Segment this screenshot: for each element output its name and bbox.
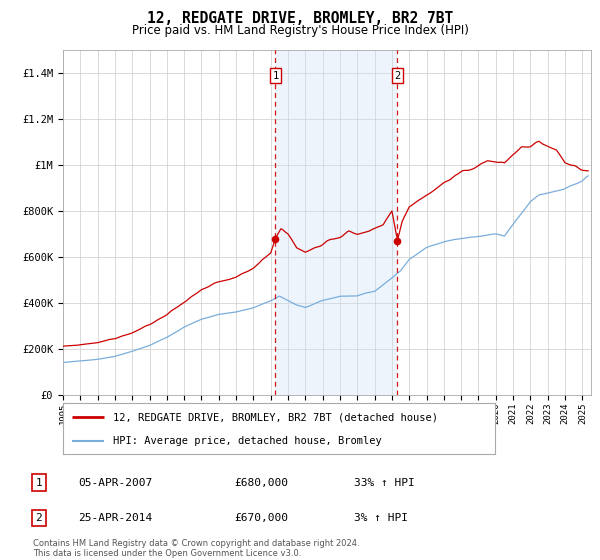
Text: 1: 1 [272, 71, 278, 81]
Text: 2: 2 [35, 513, 43, 523]
Text: 2: 2 [394, 71, 401, 81]
Text: 25-APR-2014: 25-APR-2014 [78, 513, 152, 523]
Text: 12, REDGATE DRIVE, BROMLEY, BR2 7BT: 12, REDGATE DRIVE, BROMLEY, BR2 7BT [147, 11, 453, 26]
Text: 3% ↑ HPI: 3% ↑ HPI [354, 513, 408, 523]
Text: £670,000: £670,000 [234, 513, 288, 523]
Text: 12, REDGATE DRIVE, BROMLEY, BR2 7BT (detached house): 12, REDGATE DRIVE, BROMLEY, BR2 7BT (det… [113, 412, 437, 422]
Text: 05-APR-2007: 05-APR-2007 [78, 478, 152, 488]
Text: 33% ↑ HPI: 33% ↑ HPI [354, 478, 415, 488]
Text: Price paid vs. HM Land Registry's House Price Index (HPI): Price paid vs. HM Land Registry's House … [131, 24, 469, 37]
Bar [275, 50, 397, 395]
Text: 1: 1 [35, 478, 43, 488]
Text: £680,000: £680,000 [234, 478, 288, 488]
Text: HPI: Average price, detached house, Bromley: HPI: Average price, detached house, Brom… [113, 436, 382, 446]
Text: Contains HM Land Registry data © Crown copyright and database right 2024.
This d: Contains HM Land Registry data © Crown c… [33, 539, 359, 558]
